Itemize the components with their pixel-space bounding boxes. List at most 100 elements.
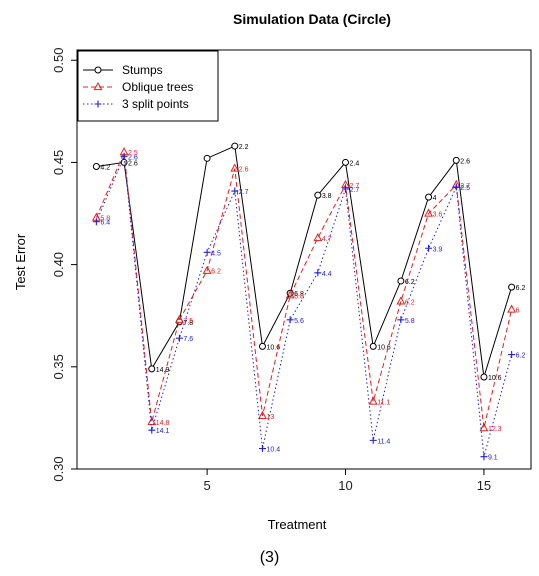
data-point xyxy=(147,416,157,426)
series-line-oblique-trees xyxy=(95,152,513,429)
data-point xyxy=(120,152,128,160)
data-point xyxy=(286,316,294,324)
data-label: 6.2 xyxy=(516,285,526,292)
data-point xyxy=(425,193,433,201)
legend-swatch-marker xyxy=(93,81,103,91)
data-point xyxy=(507,304,517,313)
data-label: 14.1 xyxy=(156,428,170,435)
series-line-stumps xyxy=(96,145,513,378)
data-label: 10.4 xyxy=(266,447,280,454)
data-label: 5.8 xyxy=(100,216,110,223)
data-label: 2.6 xyxy=(128,160,138,167)
y-tick-label: 0.40 xyxy=(51,252,66,277)
y-tick-label: 0.45 xyxy=(51,150,66,175)
data-label: 2.6 xyxy=(128,154,138,161)
data-label: 6 xyxy=(516,308,520,315)
data-label: 5.8 xyxy=(405,318,415,325)
data-point xyxy=(313,232,323,242)
legend-label: 3 split points xyxy=(122,97,189,111)
data-label: 4.4 xyxy=(322,271,332,278)
data-point xyxy=(231,187,239,195)
data-point xyxy=(508,351,516,359)
data-label: 2.6 xyxy=(239,167,249,174)
data-label: 3.8 xyxy=(322,193,332,200)
y-tick-label: 0.35 xyxy=(51,354,66,379)
data-label: 6.2 xyxy=(405,279,415,286)
data-point xyxy=(175,334,183,342)
data-point xyxy=(369,436,377,444)
legend-box xyxy=(77,50,219,122)
data-point xyxy=(396,296,406,305)
data-label: 4.7 xyxy=(322,236,332,243)
data-point xyxy=(480,453,488,461)
data-label: 10.6 xyxy=(266,344,280,351)
data-label: 2.6 xyxy=(460,158,470,165)
data-point xyxy=(148,365,156,373)
data-label: 2.5 xyxy=(460,185,470,192)
data-label: 6.8 xyxy=(294,293,304,300)
data-label: 3.6 xyxy=(433,212,443,219)
data-label: 14.9 xyxy=(156,367,170,374)
data-point xyxy=(342,158,350,166)
data-point xyxy=(203,248,211,256)
data-label: 6.4 xyxy=(100,220,110,227)
legend-label: Oblique trees xyxy=(122,80,193,94)
data-label: 10.6 xyxy=(377,344,391,351)
series-layer: 4.2 2.6 14.9 7.8 2.2 10.6 6.8 3.8 2.4 10.6 6.2 4 2.6… xyxy=(91,142,526,462)
data-label: 11.1 xyxy=(377,400,390,407)
data-point xyxy=(342,185,350,193)
data-point xyxy=(148,426,156,434)
legend: Stumps Oblique trees 3 split points xyxy=(77,50,219,122)
x-tick-label: 5 xyxy=(203,478,210,493)
data-label: 6.2 xyxy=(405,299,415,306)
data-point xyxy=(479,423,489,432)
data-point xyxy=(285,290,295,299)
data-label: 2.7 xyxy=(350,183,360,190)
data-label: 2.7 xyxy=(239,189,249,196)
data-label: 2.7 xyxy=(350,187,360,194)
data-label: 2.2 xyxy=(239,144,249,151)
data-point xyxy=(452,183,460,191)
axes: 5 10 15 0.30 0.35 0.40 0.45 0.50 xyxy=(51,48,491,493)
data-label: 2.7 xyxy=(460,183,470,190)
data-label: 11.4 xyxy=(377,438,390,445)
data-point xyxy=(231,142,239,150)
data-label: 14.8 xyxy=(156,420,170,427)
y-tick-label: 0.30 xyxy=(51,456,66,481)
data-point xyxy=(397,277,405,285)
y-tick-label: 0.50 xyxy=(51,48,66,73)
data-label: 7.5 xyxy=(183,318,193,325)
data-label: 6.2 xyxy=(211,269,221,276)
data-point xyxy=(258,342,266,350)
data-point xyxy=(230,163,240,172)
data-label: 4 xyxy=(433,195,437,202)
data-point xyxy=(480,373,488,381)
data-label: 10.6 xyxy=(488,375,502,382)
data-point xyxy=(314,269,322,277)
series-stumps: 4.2 2.6 14.9 7.8 2.2 10.6 6.8 3.8 2.4 10.6 6.2 4 2.6… xyxy=(92,142,526,382)
data-label: 13 xyxy=(266,414,274,421)
data-point xyxy=(258,410,267,419)
line-chart: Simulation Data (Circle) Treatment Test … xyxy=(13,11,532,532)
data-point xyxy=(424,208,434,217)
data-point xyxy=(202,265,212,274)
data-point xyxy=(425,244,433,252)
series-line-3-split-points xyxy=(95,156,513,457)
data-label: 4.5 xyxy=(211,250,221,257)
legend-label: Stumps xyxy=(122,63,163,77)
series-oblique-trees: 5.8 2.5 14.8 7.5 6.2 2.6 13 6.8 4.7 2.7 11.1 6.2 3.6… xyxy=(91,147,520,433)
data-point xyxy=(369,342,377,350)
data-point xyxy=(92,218,100,226)
data-label: 6.2 xyxy=(516,353,526,360)
data-point xyxy=(368,396,378,405)
data-label: 9.1 xyxy=(488,455,498,462)
figure-caption: (3) xyxy=(259,549,280,566)
plot-frame xyxy=(76,49,532,470)
data-point xyxy=(452,156,460,164)
data-label: 3.9 xyxy=(433,246,443,253)
legend-swatch-marker xyxy=(94,66,102,74)
data-label: 5.6 xyxy=(294,318,304,325)
data-label: 12.3 xyxy=(488,426,502,433)
data-label: 6.8 xyxy=(294,291,304,298)
y-axis-label: Test Error xyxy=(13,233,28,290)
